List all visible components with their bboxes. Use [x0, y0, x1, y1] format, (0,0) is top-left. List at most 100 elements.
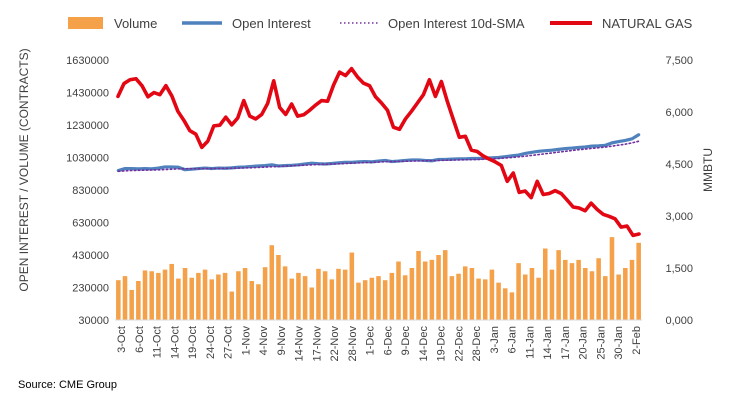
y-right-tick-label: 4,500	[665, 159, 693, 171]
x-tick-label: 30-Jan	[613, 326, 625, 360]
volume-bar	[329, 279, 335, 321]
y-left-tick-label: 230000	[72, 283, 109, 295]
volume-bar	[396, 261, 401, 320]
volume-bar	[149, 271, 154, 320]
volume-bar	[169, 263, 174, 320]
volume-bar	[543, 248, 548, 320]
x-tick-label: 2-Feb	[631, 326, 643, 355]
volume-bar	[382, 280, 388, 320]
y-left-tick-label: 630000	[72, 218, 109, 230]
x-tick-label: 9-Nov	[276, 326, 288, 356]
volume-bar	[549, 269, 555, 321]
volume-bar	[282, 266, 288, 321]
volume-bar	[362, 280, 368, 320]
x-tick-label: 11-Jan	[524, 326, 536, 359]
x-tick-label: 17-Nov	[311, 326, 323, 362]
volume-bar	[563, 259, 568, 321]
x-tick-label: 19-Dec	[436, 326, 448, 362]
volume-bar	[529, 268, 535, 320]
volume-bar	[229, 291, 235, 320]
volume-bar	[369, 277, 375, 320]
y-left-tick-label: 1630000	[66, 55, 109, 67]
volume-bar	[162, 269, 168, 321]
legend: Volume Open Interest Open Interest 10d-S…	[68, 16, 693, 31]
legend-label-open-interest-sma: Open Interest 10d-SMA	[388, 16, 525, 31]
y-axis-left-ticks: 30000 230000 430000 630000 830000 1030000 1230…	[66, 55, 109, 327]
volume-bar	[496, 282, 501, 321]
volume-bar	[122, 276, 128, 321]
volume-bar	[342, 269, 348, 321]
volume-bar	[556, 250, 561, 321]
x-tick-label: 9-Dec	[400, 326, 412, 356]
volume-bar	[576, 259, 581, 321]
y-left-tick-label: 1430000	[66, 88, 109, 100]
x-tick-label: 6-Jan	[507, 326, 519, 354]
y-left-tick-label: 830000	[72, 185, 109, 197]
volume-bar	[356, 282, 361, 321]
x-axis-ticks: 3-Oct 6-Oct 11-Oct 14-Oct 19-Oct 24-Oct 27-Oct…	[116, 326, 643, 362]
volume-bar	[409, 268, 415, 320]
x-tick-label: 27-Oct	[223, 326, 235, 359]
volume-bar	[249, 281, 255, 320]
y-left-tick-label: 430000	[72, 250, 109, 262]
y-axis-right-title: MMBTU	[701, 148, 715, 192]
volume-bar	[449, 276, 455, 321]
volume-bar	[336, 268, 341, 320]
x-tick-label: 22-Nov	[329, 326, 341, 362]
volume-bar	[436, 255, 441, 320]
volume-bar	[376, 276, 381, 321]
volume-bar	[262, 267, 268, 320]
volume-bar	[116, 280, 121, 320]
y-right-tick-label: 3,000	[665, 211, 693, 223]
series-lines	[116, 66, 641, 238]
volume-bar	[289, 278, 295, 320]
volume-bar	[142, 270, 148, 320]
legend-label-volume: Volume	[114, 16, 157, 31]
volume-bar	[489, 269, 495, 321]
x-tick-label: 25-Jan	[595, 326, 607, 360]
x-tick-label: 4-Nov	[258, 326, 270, 356]
volume-bar	[196, 272, 201, 321]
x-tick-label: 11-Oct	[152, 326, 164, 358]
volume-bar	[222, 272, 228, 321]
volume-bar	[189, 277, 194, 320]
volume-bar	[202, 269, 208, 321]
volume-bar	[269, 245, 275, 320]
legend-swatch-volume	[68, 17, 103, 29]
x-tick-label: 3-Jan	[489, 326, 501, 354]
volume-bar	[469, 268, 475, 320]
volume-bar	[156, 272, 161, 321]
volume-bar	[242, 268, 248, 320]
x-tick-label: 1-Nov	[240, 326, 252, 356]
y-left-tick-label: 1030000	[66, 153, 109, 165]
volume-bar	[603, 276, 608, 321]
y-axis-right-ticks: 0,000 1,500 3,000 4,500 6,000 7,500	[665, 55, 693, 327]
volume-bar	[629, 259, 635, 321]
volume-bar	[182, 268, 188, 320]
y-left-tick-label: 1230000	[66, 120, 109, 132]
volume-bar	[296, 272, 301, 321]
x-tick-label: 1-Dec	[365, 326, 377, 356]
volume-bar	[302, 276, 308, 321]
volume-bar	[536, 277, 541, 320]
x-tick-label: 6-Dec	[382, 326, 394, 356]
volume-bars	[116, 237, 641, 321]
open-interest-line	[116, 133, 641, 173]
volume-bar	[583, 268, 588, 320]
open-interest-sma-line	[117, 140, 640, 173]
volume-bar	[256, 284, 261, 320]
y-axis-left-title: OPEN INTEREST / VOLUME (CONTRACTS)	[17, 48, 31, 291]
volume-bar	[416, 250, 421, 320]
natural-gas-line	[116, 66, 641, 238]
y-right-tick-label: 7,500	[665, 55, 693, 67]
volume-bar	[609, 237, 615, 321]
x-tick-label: 3-Oct	[116, 326, 128, 353]
volume-bar	[129, 289, 134, 320]
volume-bar	[509, 292, 515, 321]
volume-bar	[589, 271, 595, 320]
volume-bar	[429, 259, 435, 321]
legend-label-natural-gas: NATURAL GAS	[602, 16, 693, 31]
volume-bar	[402, 275, 408, 320]
volume-bar	[349, 252, 355, 320]
volume-bar	[216, 274, 221, 320]
